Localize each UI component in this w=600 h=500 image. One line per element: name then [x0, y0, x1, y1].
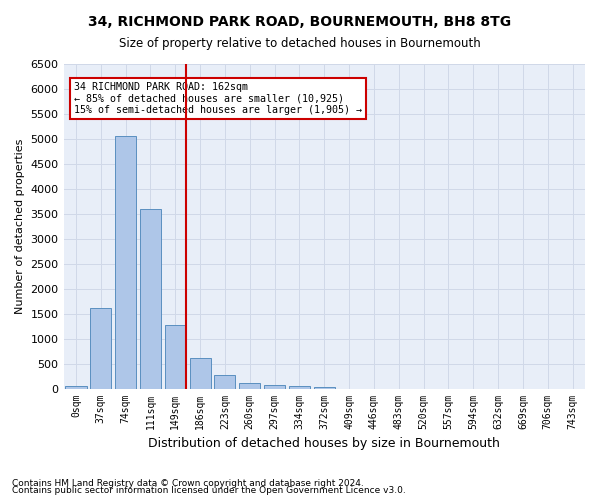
Bar	[190, 358, 211, 388]
Bar	[264, 384, 285, 388]
Y-axis label: Number of detached properties: Number of detached properties	[15, 138, 25, 314]
Bar	[115, 136, 136, 388]
Bar	[90, 308, 112, 388]
Bar	[239, 382, 260, 388]
Text: 34, RICHMOND PARK ROAD, BOURNEMOUTH, BH8 8TG: 34, RICHMOND PARK ROAD, BOURNEMOUTH, BH8…	[88, 15, 512, 29]
Bar	[65, 386, 86, 388]
X-axis label: Distribution of detached houses by size in Bournemouth: Distribution of detached houses by size …	[148, 437, 500, 450]
Bar	[314, 387, 335, 388]
Bar	[140, 209, 161, 388]
Text: Size of property relative to detached houses in Bournemouth: Size of property relative to detached ho…	[119, 38, 481, 51]
Bar	[165, 324, 186, 388]
Text: 34 RICHMOND PARK ROAD: 162sqm
← 85% of detached houses are smaller (10,925)
15% : 34 RICHMOND PARK ROAD: 162sqm ← 85% of d…	[74, 82, 362, 115]
Text: Contains public sector information licensed under the Open Government Licence v3: Contains public sector information licen…	[12, 486, 406, 495]
Bar	[214, 375, 235, 388]
Text: Contains HM Land Registry data © Crown copyright and database right 2024.: Contains HM Land Registry data © Crown c…	[12, 478, 364, 488]
Bar	[289, 386, 310, 388]
